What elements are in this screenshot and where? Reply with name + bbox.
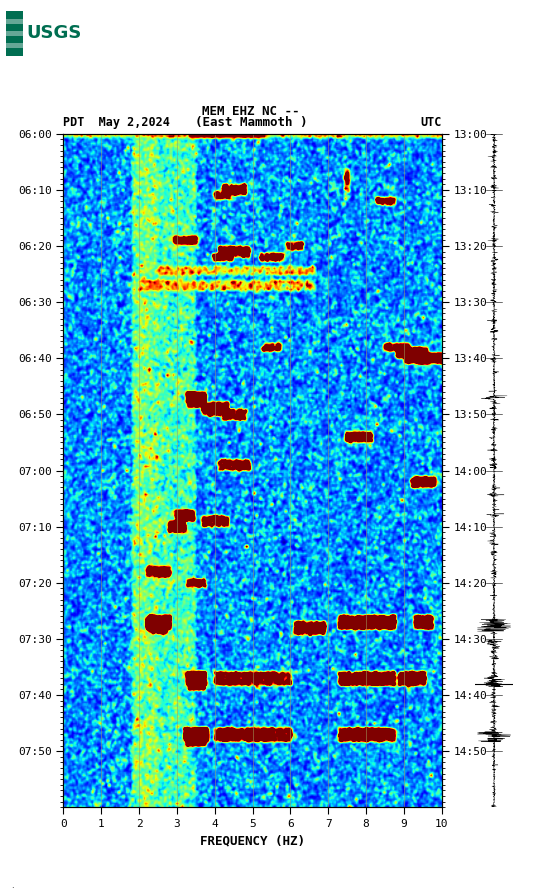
Bar bbox=[6, 31, 23, 36]
X-axis label: FREQUENCY (HZ): FREQUENCY (HZ) bbox=[200, 835, 305, 847]
Text: (East Mammoth ): (East Mammoth ) bbox=[195, 116, 307, 129]
Text: .: . bbox=[11, 880, 14, 889]
Bar bbox=[6, 12, 23, 55]
Bar bbox=[6, 43, 23, 48]
Text: USGS: USGS bbox=[26, 24, 82, 43]
Text: MEM EHZ NC --: MEM EHZ NC -- bbox=[203, 104, 300, 118]
Bar bbox=[6, 19, 23, 23]
Text: UTC: UTC bbox=[420, 116, 442, 129]
Text: PDT  May 2,2024: PDT May 2,2024 bbox=[63, 116, 171, 129]
